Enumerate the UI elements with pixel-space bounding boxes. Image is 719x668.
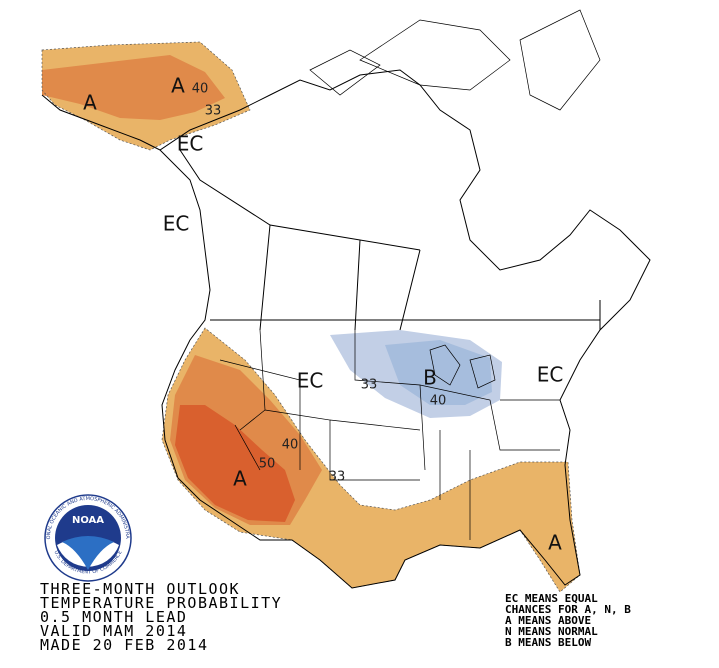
below-40 xyxy=(385,340,492,405)
map-label: 40 xyxy=(192,82,209,97)
map-label: A xyxy=(233,467,247,491)
map-label: EC xyxy=(537,363,564,387)
alaska-above-40 xyxy=(42,55,225,120)
state-borders xyxy=(219,329,560,540)
map-label: 33 xyxy=(361,378,378,393)
title-line: THREE-MONTH OUTLOOK xyxy=(40,580,240,598)
map-label: A xyxy=(548,531,562,555)
map-label: B xyxy=(423,366,437,390)
map-label: EC xyxy=(177,132,204,156)
map-label: 40 xyxy=(430,394,447,409)
title-line: VALID MAM 2014 xyxy=(40,622,187,640)
legend-line: EC MEANS EQUAL xyxy=(505,592,598,605)
great-lakes xyxy=(429,344,496,389)
title-line: MADE 20 FEB 2014 xyxy=(40,636,209,654)
logo-name: NOAA xyxy=(72,515,104,526)
province-borders xyxy=(179,149,601,331)
map-label: EC xyxy=(163,212,190,236)
us-above-33 xyxy=(162,328,580,592)
map-label: A xyxy=(83,91,97,115)
legend-line: B MEANS BELOW xyxy=(505,636,591,649)
map-label: 33 xyxy=(205,104,222,119)
legend-line: CHANCES FOR A, N, B xyxy=(505,603,631,616)
map-label: EC xyxy=(297,369,324,393)
title-line: TEMPERATURE PROBABILITY xyxy=(40,594,282,612)
arctic-islands xyxy=(309,9,601,111)
map-label: 40 xyxy=(282,438,299,453)
legend-line: N MEANS NORMAL xyxy=(505,625,598,638)
legend-line: A MEANS ABOVE xyxy=(505,614,591,627)
map-label: 33 xyxy=(329,470,346,485)
map-label: 50 xyxy=(259,457,276,472)
alaska-contour xyxy=(41,41,251,151)
us-contour xyxy=(161,327,581,593)
us-above-50 xyxy=(175,405,295,522)
title-line: 0.5 MONTH LEAD xyxy=(40,608,187,626)
map-label: A xyxy=(171,74,185,98)
